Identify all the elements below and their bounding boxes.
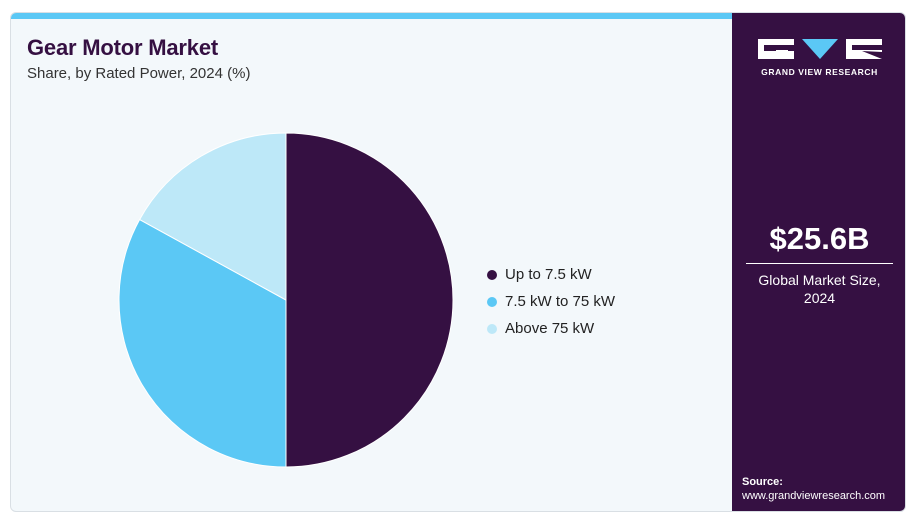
market-size-label-line1: Global Market Size, <box>758 272 881 288</box>
source-label: Source: <box>742 476 783 488</box>
company-logo: GRAND VIEW RESEARCH <box>758 39 882 77</box>
pie-chart <box>118 132 454 468</box>
chart-legend: Up to 7.5 kW 7.5 kW to 75 kW Above 75 kW <box>487 261 615 342</box>
logo-mark-icon <box>758 39 882 59</box>
legend-label: 7.5 kW to 75 kW <box>505 293 616 310</box>
logo-text: GRAND VIEW RESEARCH <box>761 67 878 77</box>
legend-item: Above 75 kW <box>487 315 615 342</box>
divider <box>746 263 893 264</box>
market-size-label-line2: 2024 <box>803 290 836 306</box>
accent-bar <box>11 13 732 19</box>
legend-swatch <box>487 323 497 334</box>
legend-item: Up to 7.5 kW <box>487 261 615 288</box>
source-link[interactable]: www.grandviewresearch.com <box>742 490 886 502</box>
chart-title: Gear Motor Market <box>27 35 218 60</box>
legend-label: Up to 7.5 kW <box>505 266 592 283</box>
chart-subtitle: Share, by Rated Power, 2024 (%) <box>27 65 251 82</box>
legend-swatch <box>487 269 497 280</box>
pie-slice-up-to-7-5-kw <box>285 132 454 468</box>
source-note: Source: www.grandviewresearch.com <box>742 475 885 503</box>
chart-card: Gear Motor Market Share, by Rated Power,… <box>10 12 906 512</box>
legend-item: 7.5 kW to 75 kW <box>487 288 615 315</box>
sidebar-panel: GRAND VIEW RESEARCH $25.6B Global Market… <box>732 13 905 511</box>
legend-swatch <box>487 296 497 307</box>
market-size-value: $25.6B <box>769 221 870 256</box>
market-size-label: Global Market Size, 2024 <box>732 271 905 307</box>
legend-label: Above 75 kW <box>505 320 595 337</box>
pie-slice-7-5-kw-to-75-kw <box>118 218 287 468</box>
pie-slice-above-75-kw <box>138 132 287 301</box>
